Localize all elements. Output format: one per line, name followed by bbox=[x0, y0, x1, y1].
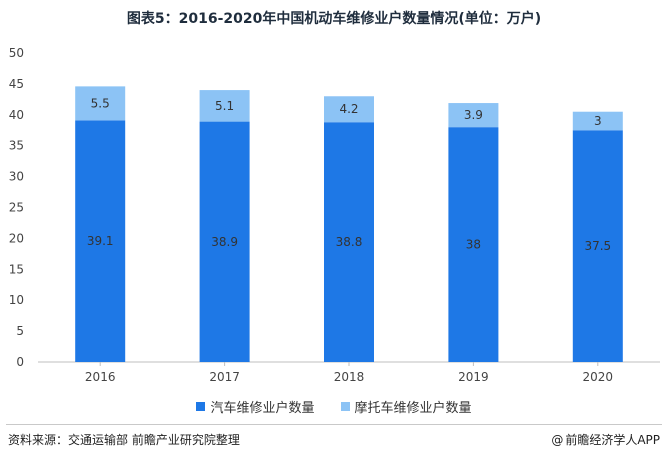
legend-label-moto: 摩托车维修业户数量 bbox=[354, 401, 472, 416]
data-label-moto: 5.5 bbox=[91, 96, 110, 110]
y-tick-label: 5 bbox=[16, 324, 24, 338]
source-note: 资料来源：交通运输部 前瞻产业研究院整理 bbox=[8, 433, 240, 447]
legend-label-auto: 汽车维修业户数量 bbox=[210, 401, 315, 416]
chart-title: 图表5：2016-2020年中国机动车维修业户数量情况(单位：万户) bbox=[126, 11, 542, 27]
data-label-auto: 38.9 bbox=[211, 235, 238, 249]
data-label-auto: 39.1 bbox=[87, 234, 114, 248]
data-label-moto: 4.2 bbox=[339, 102, 358, 116]
y-tick-label: 20 bbox=[9, 231, 24, 245]
x-tick-label: 2018 bbox=[334, 370, 365, 384]
y-tick-label: 45 bbox=[9, 77, 24, 91]
footer-divider bbox=[6, 424, 662, 425]
data-label-auto: 38.8 bbox=[336, 235, 363, 249]
bar-auto bbox=[199, 121, 250, 363]
data-label-moto: 5.1 bbox=[215, 99, 234, 113]
legend-swatch-auto bbox=[196, 402, 206, 411]
y-tick-label: 50 bbox=[9, 46, 24, 60]
data-label-auto: 37.5 bbox=[584, 239, 611, 253]
y-tick-label: 0 bbox=[16, 355, 24, 369]
bar-auto bbox=[448, 127, 499, 362]
bar-moto bbox=[199, 90, 250, 122]
x-tick-label: 2016 bbox=[85, 370, 116, 384]
y-tick-label: 35 bbox=[9, 139, 24, 153]
data-label-auto: 38 bbox=[466, 238, 481, 252]
legend-item-moto: 摩托车维修业户数量 bbox=[340, 397, 472, 416]
x-tick-label: 2017 bbox=[209, 370, 240, 384]
at-icon: @ bbox=[551, 433, 564, 447]
y-tick-label: 15 bbox=[9, 262, 24, 276]
legend: 汽车维修业户数量 摩托车维修业户数量 bbox=[0, 397, 668, 416]
y-tick-label: 40 bbox=[9, 108, 24, 122]
y-tick-label: 30 bbox=[9, 170, 24, 184]
y-tick-label: 25 bbox=[9, 201, 24, 215]
x-tick-label: 2019 bbox=[458, 370, 489, 384]
bar-auto bbox=[572, 130, 623, 362]
x-tick-label: 2020 bbox=[583, 370, 614, 384]
bar-moto bbox=[448, 103, 499, 128]
bar-moto bbox=[324, 96, 374, 123]
legend-swatch-moto bbox=[340, 402, 350, 411]
y-tick-label: 10 bbox=[9, 293, 24, 307]
brand-label: 前瞻经济学人APP bbox=[565, 433, 660, 447]
bar-auto bbox=[75, 120, 126, 362]
bar-auto bbox=[324, 122, 374, 362]
bar-moto bbox=[572, 111, 623, 131]
data-label-moto: 3.9 bbox=[464, 108, 483, 122]
brand-credit: @ 前瞻经济学人APP bbox=[551, 431, 660, 448]
data-label-moto: 3 bbox=[594, 114, 602, 128]
legend-item-auto: 汽车维修业户数量 bbox=[196, 397, 315, 416]
bar-moto bbox=[75, 86, 126, 121]
